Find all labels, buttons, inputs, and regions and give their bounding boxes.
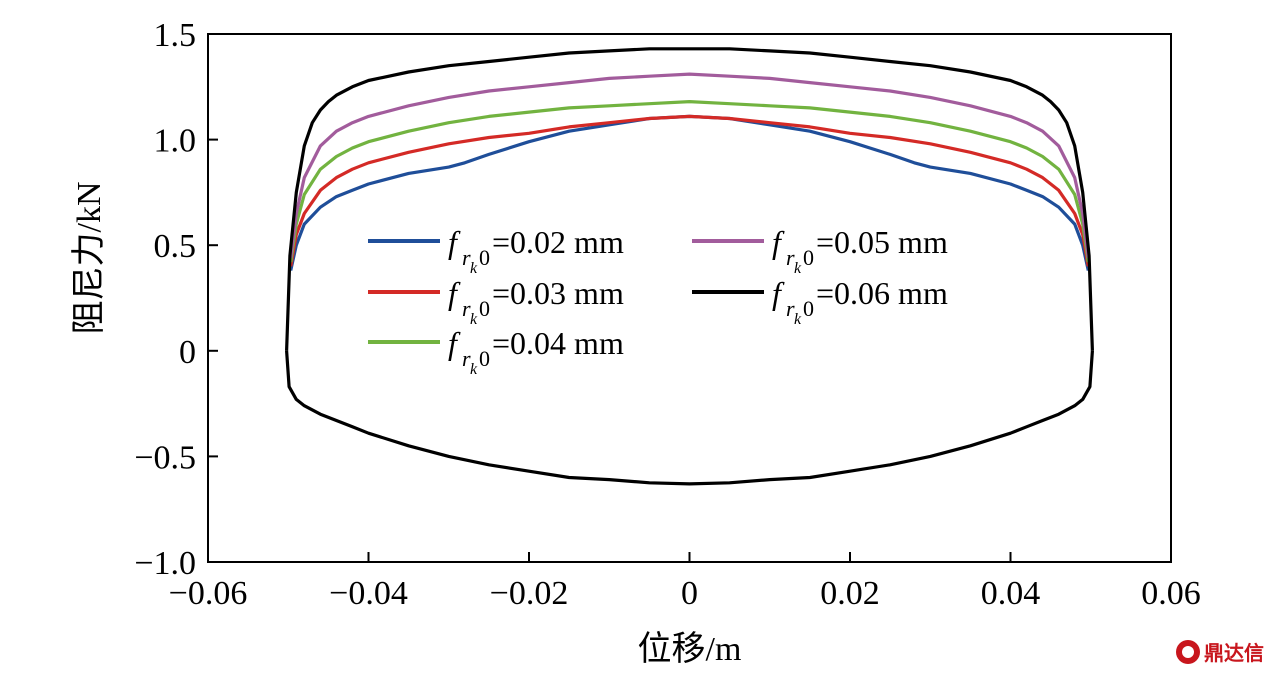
series-5 bbox=[285, 47, 1094, 486]
legend-subscript-zero: 0 bbox=[803, 296, 814, 321]
legend-symbol: f bbox=[448, 325, 461, 361]
legend-subscript: r bbox=[462, 346, 471, 371]
legend-subsubscript: k bbox=[794, 311, 802, 328]
series-line-lower bbox=[285, 350, 1094, 486]
legend-label: =0.04 mm bbox=[492, 325, 624, 361]
legend-label: =0.05 mm bbox=[816, 224, 948, 260]
legend-symbol: f bbox=[448, 224, 461, 260]
series-line bbox=[289, 100, 1090, 263]
series-4 bbox=[289, 72, 1090, 259]
legend-item: f r k 0 =0.05 mm bbox=[692, 224, 948, 277]
legend-subscript-zero: 0 bbox=[479, 245, 490, 270]
legend-subsubscript: k bbox=[470, 311, 478, 328]
x-tick-label: 0 bbox=[681, 575, 698, 612]
x-tick-label: −0.04 bbox=[329, 575, 408, 612]
legend-subsubscript: k bbox=[470, 260, 478, 277]
legend-subscript: r bbox=[786, 296, 795, 321]
legend-symbol: f bbox=[772, 275, 785, 311]
y-tick-label: −1.0 bbox=[134, 545, 196, 582]
x-tick-label: 0.02 bbox=[820, 575, 880, 612]
legend-subscript: r bbox=[462, 245, 471, 270]
legend-subsubscript: k bbox=[470, 361, 478, 378]
legend-symbol: f bbox=[448, 275, 461, 311]
series-line bbox=[289, 114, 1090, 267]
y-tick-label: 0 bbox=[179, 334, 196, 371]
legend-subsubscript: k bbox=[794, 260, 802, 277]
legend-item: f r k 0 =0.02 mm bbox=[368, 224, 624, 277]
ticks-layer: −0.06 −0.04 −0.02 0 0.02 0.04 0.06 −1.0 −0.5 0 0.5… bbox=[134, 17, 1200, 612]
legend-symbol: f bbox=[772, 224, 785, 260]
legend-label: =0.03 mm bbox=[492, 275, 624, 311]
legend: f r k 0 =0.02 mmf r k 0 =0.03 mmf r k 0 =0.04 mmf r k 0… bbox=[368, 224, 948, 378]
legend-subscript: r bbox=[462, 296, 471, 321]
series-2 bbox=[289, 114, 1090, 267]
logo-icon bbox=[1176, 639, 1200, 664]
y-tick-label: 1.0 bbox=[154, 123, 197, 160]
legend-subscript-zero: 0 bbox=[803, 245, 814, 270]
series-1 bbox=[289, 114, 1090, 271]
series-line bbox=[289, 114, 1090, 271]
legend-subscript-zero: 0 bbox=[479, 296, 490, 321]
y-tick-label: 0.5 bbox=[154, 228, 197, 265]
y-tick-label: −0.5 bbox=[134, 439, 196, 476]
series-line bbox=[289, 72, 1090, 259]
x-tick-label: −0.06 bbox=[169, 575, 248, 612]
x-tick-label: 0.04 bbox=[981, 575, 1041, 612]
legend-label: =0.06 mm bbox=[816, 275, 948, 311]
series-layer bbox=[285, 47, 1094, 486]
legend-subscript: r bbox=[786, 245, 795, 270]
x-tick-label: −0.02 bbox=[490, 575, 569, 612]
y-axis-label: 阻尼力/kN bbox=[70, 182, 108, 335]
watermark-text: 鼎达信 bbox=[1204, 641, 1264, 665]
x-tick-label: 0.06 bbox=[1141, 575, 1201, 612]
series-3 bbox=[289, 100, 1090, 263]
legend-item: f r k 0 =0.03 mm bbox=[368, 275, 624, 328]
series-line bbox=[285, 47, 1094, 351]
watermark: 鼎达信 bbox=[1176, 637, 1264, 666]
legend-label: =0.02 mm bbox=[492, 224, 624, 260]
x-axis-label: 位移/m bbox=[638, 630, 742, 668]
y-tick-label: 1.5 bbox=[154, 17, 197, 54]
legend-item: f r k 0 =0.06 mm bbox=[692, 275, 948, 328]
legend-subscript-zero: 0 bbox=[479, 346, 490, 371]
legend-item: f r k 0 =0.04 mm bbox=[368, 325, 624, 378]
